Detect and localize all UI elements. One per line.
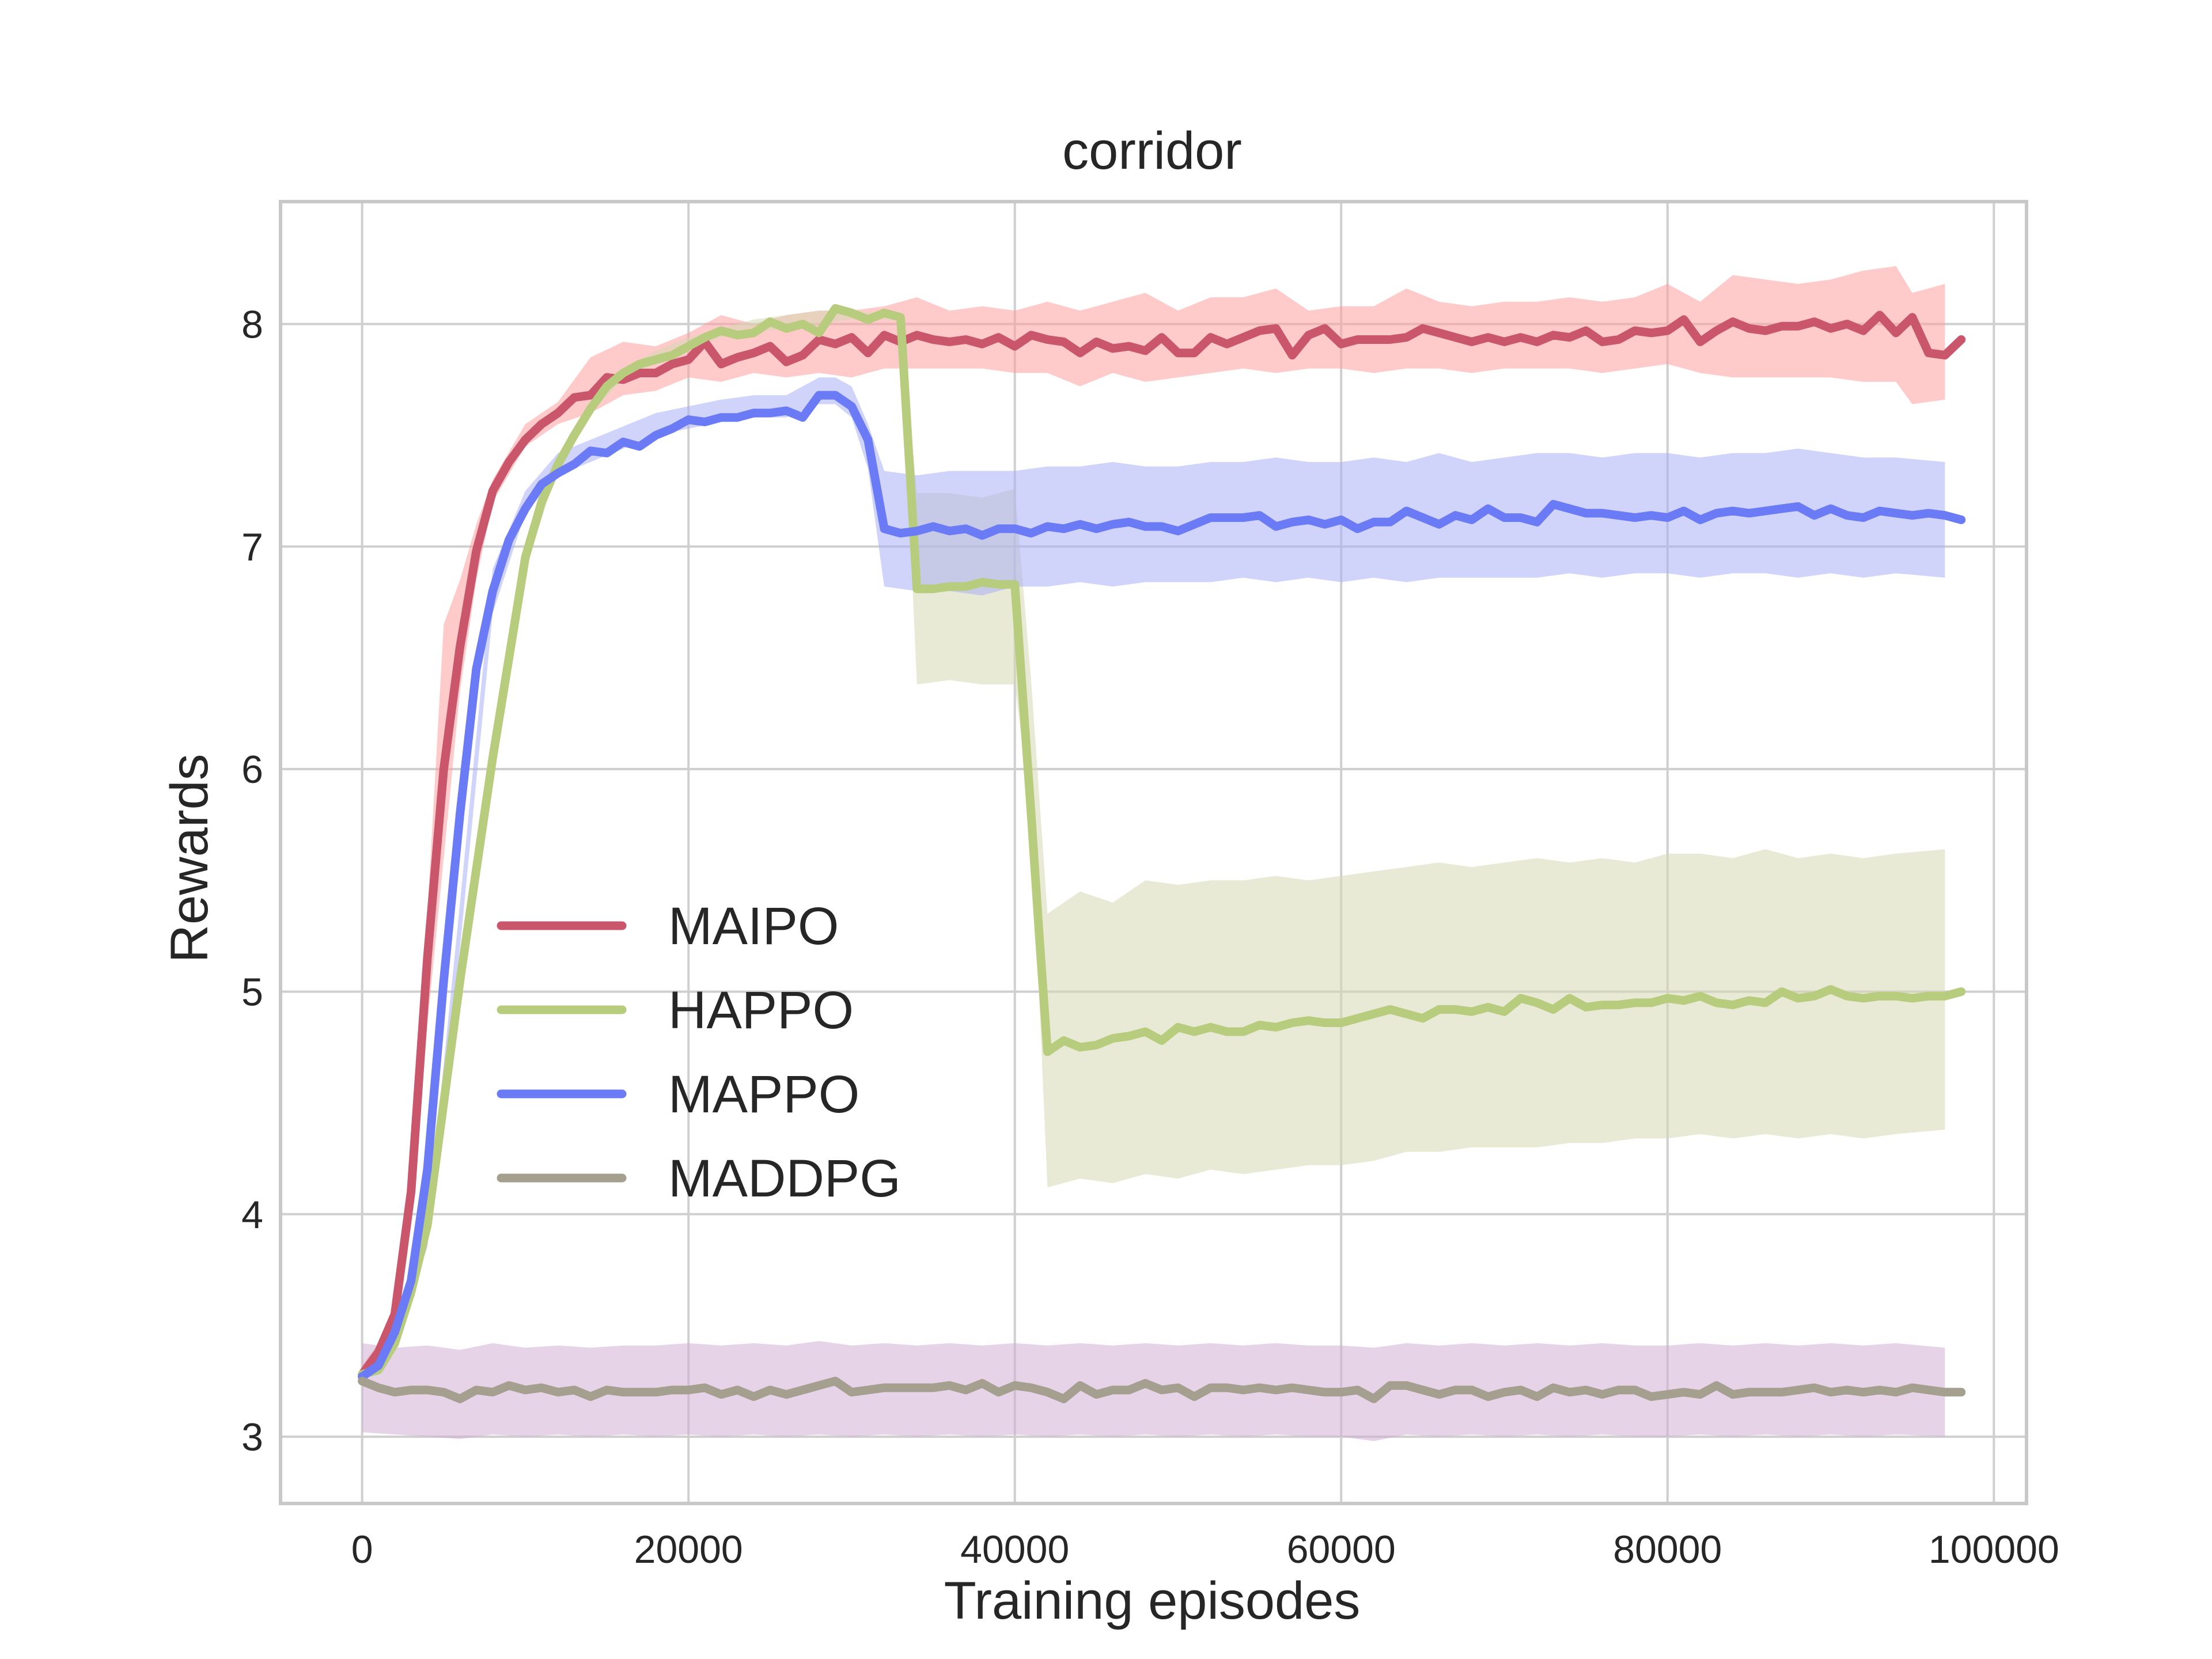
series-line-maipo (358, 310, 1966, 1379)
x-tick-label: 100000 (1929, 1528, 2059, 1571)
y-tick-label: 5 (241, 970, 263, 1014)
x-tick-label: 20000 (634, 1528, 743, 1571)
y-axis-label: Rewards (160, 753, 219, 963)
legend-label-maipo: MAIPO (668, 897, 839, 956)
x-tick-label: 0 (351, 1528, 373, 1571)
legend-label-maddpg: MADDPG (668, 1149, 901, 1208)
legend-label-mappo: MAPPO (668, 1065, 859, 1124)
x-axis-label: Training episodes (944, 1571, 1361, 1630)
y-tick-label: 8 (241, 302, 263, 346)
y-tick-label: 3 (241, 1415, 263, 1459)
tick-labels: 0 20000 40000 60000 80000 100000 3 4 5 6 7 8 (241, 302, 2059, 1571)
series-line-happo (358, 304, 1966, 1379)
series-lines (358, 304, 1966, 1403)
legend-label-happo: HAPPO (668, 981, 854, 1040)
band-happo (362, 310, 1945, 1379)
series-line-maddpg (358, 1377, 1966, 1403)
band-mappo (362, 377, 1945, 1384)
y-tick-label: 7 (241, 525, 263, 569)
y-tick-label: 6 (241, 748, 263, 791)
legend: MAIPO HAPPO MAPPO MADDPG (497, 897, 901, 1208)
x-tick-label: 40000 (960, 1528, 1069, 1571)
y-tick-label: 4 (241, 1193, 263, 1237)
plot-frame (279, 200, 2028, 1505)
series-line-mappo (358, 391, 1966, 1381)
x-tick-label: 80000 (1613, 1528, 1722, 1571)
chart-title: corridor (1062, 122, 1242, 180)
x-tick-label: 60000 (1287, 1528, 1396, 1571)
